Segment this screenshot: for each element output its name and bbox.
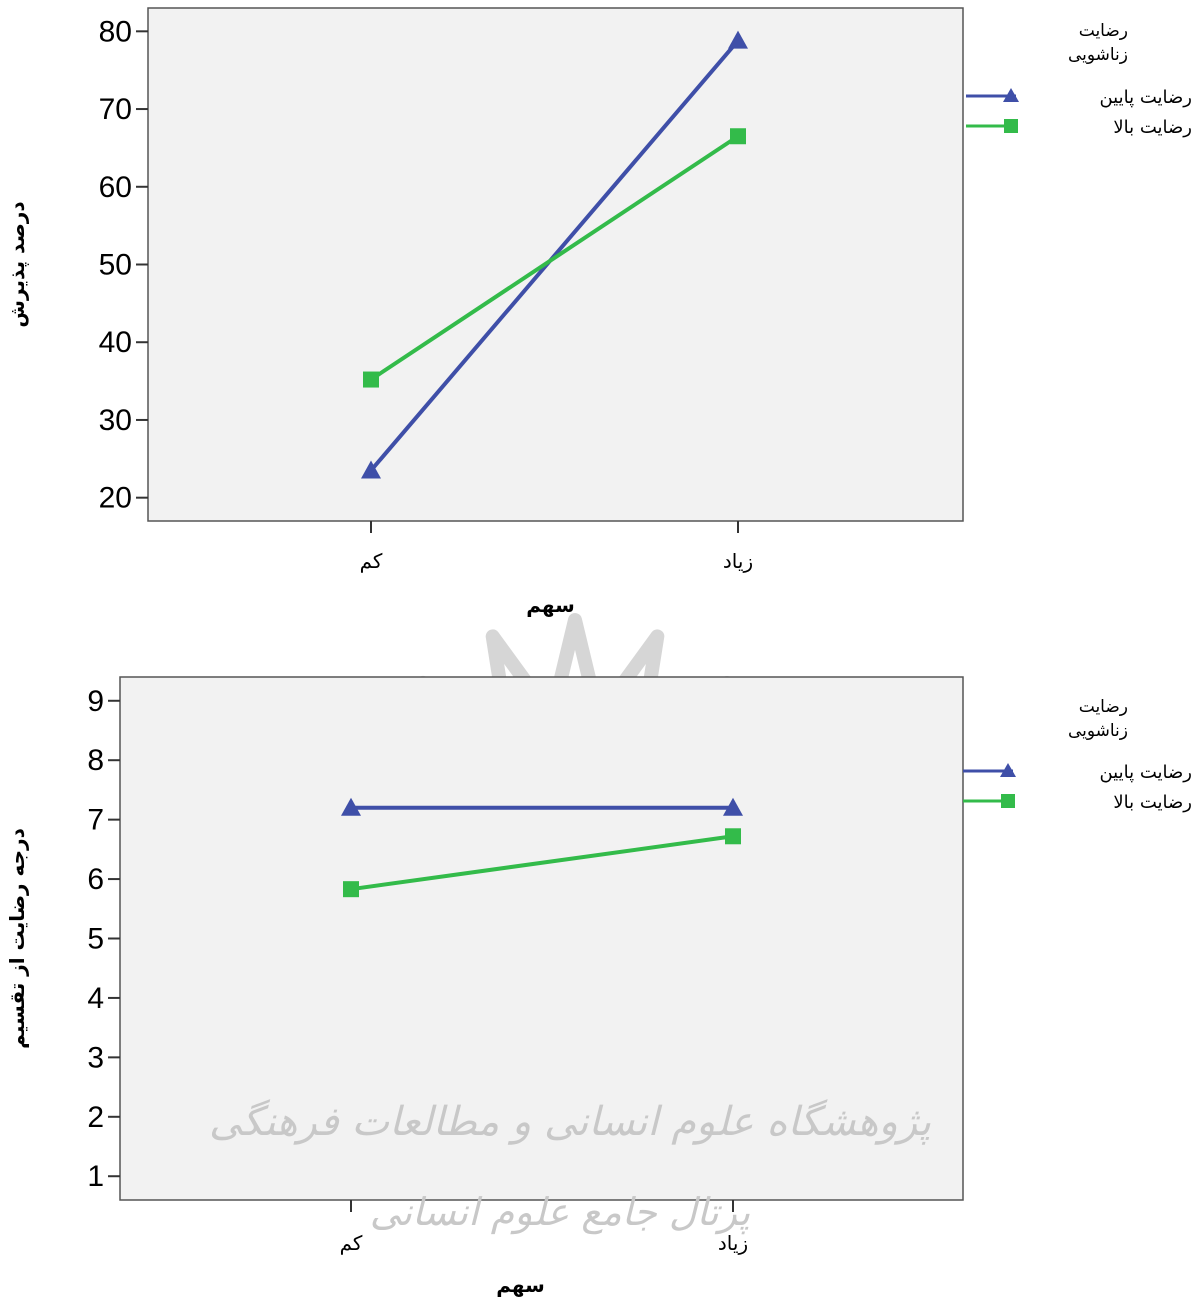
watermark-institute-text: پژوهشگاه علوم انسانی و مطالعات فرهنگی [209,1099,931,1145]
y-tick-label: 8 [87,744,104,777]
x-category-label: کم [360,549,383,573]
data-point-triangle [728,30,748,49]
legend-marker-triangle [1000,763,1016,777]
x-category-label: زیاد [723,549,753,573]
legend-marker-triangle [1003,88,1019,102]
y-tick-label: 4 [87,982,104,1015]
watermark-text: پژوهشگاه علوم انسانی و مطالعات فرهنگی پر… [209,1099,931,1235]
chart-acceptance-percentage: 20 30 40 50 60 70 80 کم زیاد سهم درصد پذیرش رضایت زن… [5,7,1192,617]
y-axis-title: درصد پذیرش [5,201,30,327]
data-point-square [725,828,741,845]
legend-label: رضایت پایین [1099,87,1192,108]
legend-label: رضایت بالا [1113,117,1192,138]
y-tick-label: 7 [87,804,104,837]
legend-label: رضایت بالا [1113,792,1192,813]
x-axis-title: سهم [496,1273,545,1297]
data-point-square [343,881,359,898]
y-tick-label: 30 [99,404,132,437]
legend-title-line1: رضایت [1079,21,1128,41]
y-tick-label: 6 [87,863,104,896]
data-point-square [730,128,746,145]
data-point-triangle [723,797,743,816]
legend-title-line2: زناشویی [1068,45,1128,65]
y-tick-label: 20 [99,482,132,515]
legend-title-line1: رضایت [1079,697,1128,717]
y-tick-label: 5 [87,923,104,956]
series-line [369,134,740,382]
y-tick-label: 40 [99,326,132,359]
y-tick-label: 70 [99,93,132,126]
chart-division-satisfaction: 1 2 3 4 5 6 7 8 9 کم زیاد سهم درجه رضایت از تقسیم رضا… [5,676,1192,1297]
plot-area [147,7,964,522]
y-tick-label: 1 [87,1160,104,1193]
x-category-label: زیاد [718,1231,748,1255]
y-tick-label: 2 [87,1101,104,1134]
y-tick-label: 3 [87,1041,104,1074]
legend-marker-square [1004,119,1018,133]
y-tick-label: 50 [99,249,132,282]
x-axis-title: سهم [526,593,575,617]
y-tick-label: 60 [99,171,132,204]
watermark-portal-text: پرتال جامع علوم انسانی [370,1190,751,1235]
data-point-square [363,371,379,388]
legend-title-line2: زناشویی [1068,721,1128,741]
legend-label: رضایت پایین [1099,762,1192,783]
data-point-triangle [341,797,361,816]
y-tick-label: 9 [87,685,104,718]
y-axis-title: درجه رضایت از تقسیم [5,828,29,1049]
data-point-triangle [361,460,381,479]
plot-area [119,676,964,1201]
legend-marker-square [1001,794,1015,808]
x-category-label: کم [340,1231,363,1255]
series-line [349,834,735,892]
y-tick-label: 80 [99,15,132,48]
